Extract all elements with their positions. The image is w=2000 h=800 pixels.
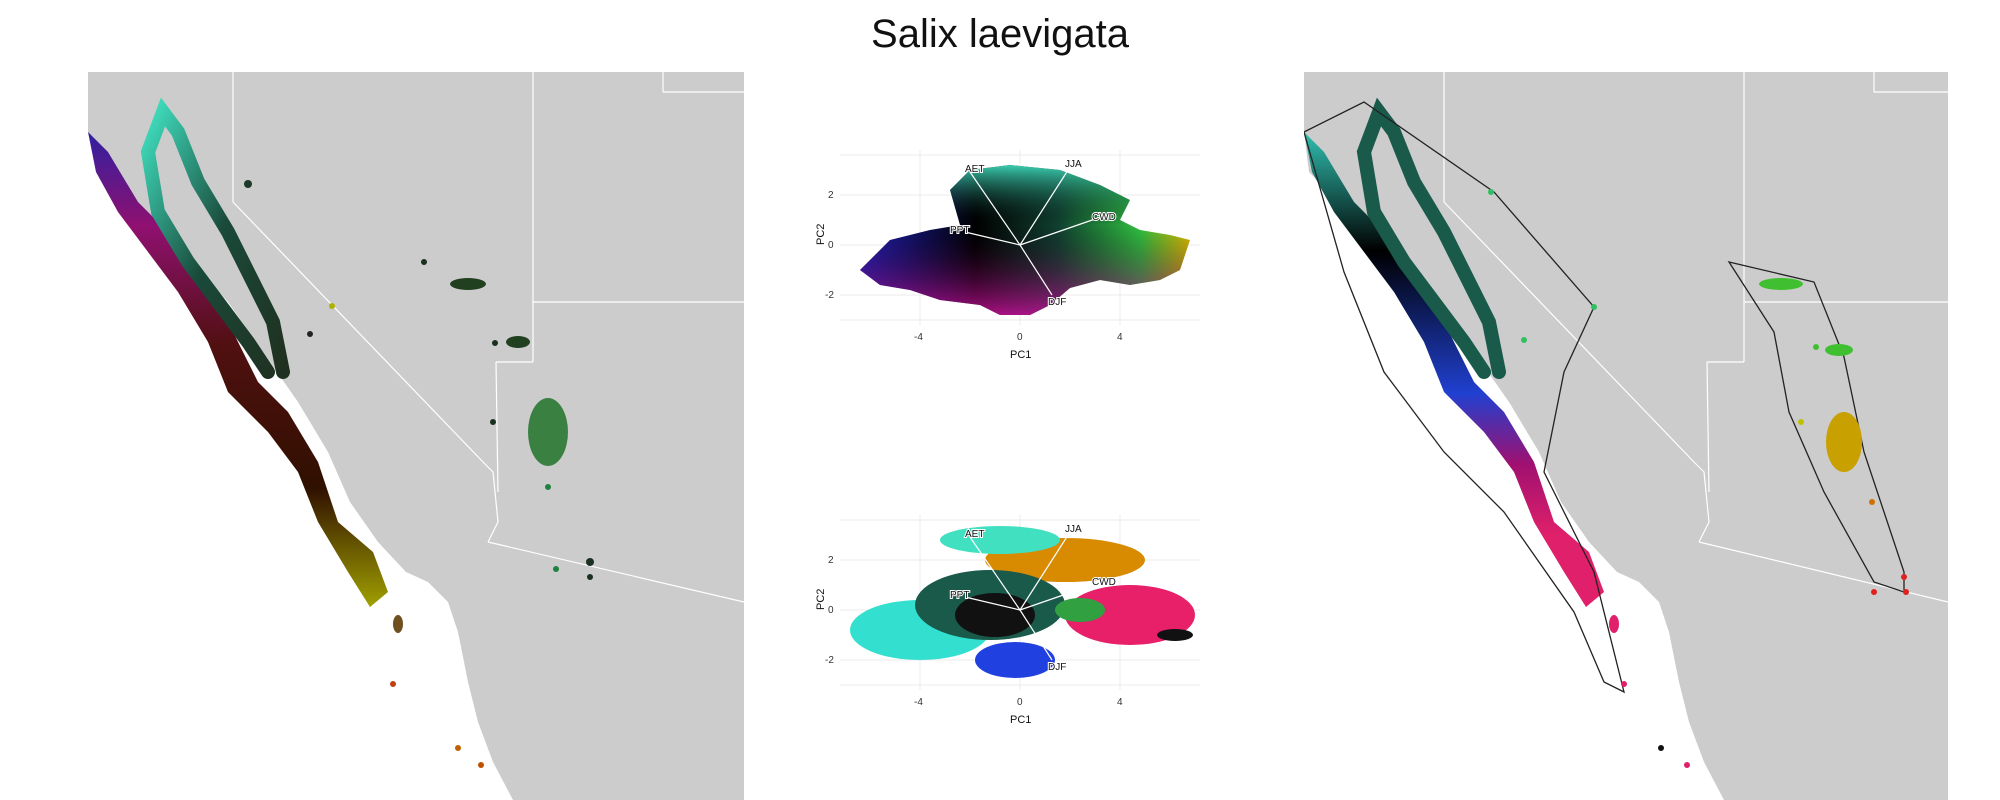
patch — [1621, 681, 1627, 687]
cluster-cyan-top — [940, 526, 1060, 554]
patch — [490, 419, 496, 425]
patch — [478, 762, 484, 768]
x-tick: 4 — [1117, 697, 1123, 708]
patch — [1591, 304, 1597, 310]
patch — [1901, 574, 1907, 580]
patch — [1759, 278, 1803, 290]
x-tick: 0 — [1017, 332, 1023, 343]
x-tick: 0 — [1017, 697, 1023, 708]
patch — [553, 566, 559, 572]
pca-bottom-clusters — [850, 526, 1195, 678]
cluster-black-small — [1157, 629, 1193, 641]
patch — [1798, 419, 1804, 425]
y-tick: 0 — [828, 605, 834, 616]
patch — [1684, 762, 1690, 768]
coastal-range — [1304, 132, 1604, 607]
loading-label-djf: DJF — [1048, 662, 1066, 673]
y-tick: -2 — [825, 290, 834, 301]
y-tick: 0 — [828, 240, 834, 251]
x-tick: -4 — [914, 697, 923, 708]
loading-label-cwd: CWD — [1092, 577, 1116, 588]
patch — [545, 484, 551, 490]
sierra-ridge — [140, 97, 290, 379]
patch — [1488, 189, 1494, 195]
patch — [1813, 344, 1819, 350]
y-tick: 2 — [828, 555, 834, 566]
pca-top-cloud-overlay — [860, 165, 1190, 315]
pca-top-loadings — [964, 166, 1099, 296]
loading-label-aet: AET — [965, 529, 984, 540]
patch — [1521, 337, 1527, 343]
patch — [492, 340, 498, 346]
loading-label-djf: DJF — [1048, 297, 1066, 308]
patch — [1825, 344, 1853, 356]
patch — [1871, 589, 1877, 595]
cluster-black — [955, 593, 1035, 637]
patch — [390, 681, 396, 687]
loading-label-jja: JJA — [1065, 159, 1082, 170]
figure-title: Salix laevigata — [871, 12, 1129, 56]
loading-label-ppt: PPT — [950, 225, 969, 236]
patch — [528, 398, 568, 466]
left-map — [88, 72, 744, 800]
x-axis-title: PC1 — [1010, 714, 1031, 726]
patch — [1826, 412, 1862, 472]
loading-label-aet: AET — [965, 164, 984, 175]
patch — [587, 574, 593, 580]
y-axis-title: PC2 — [815, 589, 827, 610]
y-tick: -2 — [825, 655, 834, 666]
coastal-range — [88, 132, 388, 607]
patch — [506, 336, 530, 348]
patch — [393, 615, 403, 633]
patch — [450, 278, 486, 290]
patch — [244, 180, 252, 188]
loading-label-ppt: PPT — [950, 590, 969, 601]
land-mass — [1304, 72, 1948, 800]
right-map — [1304, 72, 1948, 800]
pca-bottom-loadings — [964, 531, 1099, 661]
baja-peninsula — [1669, 632, 1809, 800]
cluster-green — [1055, 598, 1105, 622]
loading-label-jja: JJA — [1065, 524, 1082, 535]
y-axis-title: PC2 — [815, 224, 827, 245]
patch — [421, 259, 427, 265]
x-axis-title: PC1 — [1010, 349, 1031, 361]
patch — [586, 558, 594, 566]
patch — [307, 331, 313, 337]
patch — [1869, 499, 1875, 505]
patch — [329, 303, 335, 309]
land-mass — [88, 72, 744, 800]
patch — [455, 745, 461, 751]
cluster-blue — [975, 642, 1055, 678]
patch — [1903, 589, 1909, 595]
patch — [1658, 745, 1664, 751]
loading-label-cwd: CWD — [1092, 212, 1116, 223]
x-tick: -4 — [914, 332, 923, 343]
x-tick: 4 — [1117, 332, 1123, 343]
baja-peninsula — [458, 632, 598, 800]
patch — [1609, 615, 1619, 633]
state-borders — [232, 72, 744, 603]
pca-bottom-panel: AET JJA CWD PPT DJF 2 0 -2 -4 0 4 PC1 PC… — [800, 505, 1220, 735]
cluster-pink — [1065, 585, 1195, 645]
y-tick: 2 — [828, 190, 834, 201]
pca-top-panel: AET JJA CWD PPT DJF 2 0 -2 -4 0 4 PC1 PC… — [800, 140, 1220, 370]
